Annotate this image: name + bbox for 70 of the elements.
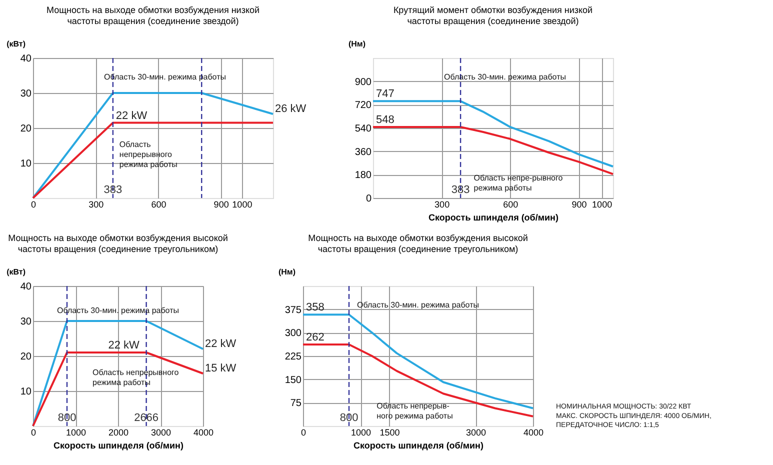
- y-tick-label: 225: [284, 352, 302, 362]
- annotation: Область 30-мин. режима работы: [444, 72, 566, 82]
- y-tick-label: 720: [354, 100, 372, 112]
- ref-line-label: 383: [104, 184, 122, 196]
- y-tick-label: 40: [20, 282, 32, 292]
- line-series: [372, 100, 614, 168]
- line-series: [302, 314, 534, 410]
- annotation: 747: [376, 88, 394, 100]
- y-tick-label: 300: [284, 328, 302, 340]
- annotation: 358: [306, 302, 324, 314]
- ref-line-label: 2666: [134, 412, 159, 424]
- y-tick-label: 900: [354, 76, 372, 88]
- x-tick-label: 3000: [150, 428, 172, 438]
- ref-line-label: 800: [340, 412, 358, 424]
- annotation: 22 kW: [205, 338, 237, 350]
- chart-title: Мощность на выходе обмотки возбуждения высокой частоты вращения (соединение треугольником): [8, 233, 228, 254]
- chart-title: Крутящий момент обмотки возбуждения низкой частоты вращения (соединение звездой): [393, 5, 593, 26]
- x-axis-title: Скорость шпинделя (об/мин): [428, 212, 558, 222]
- annotation: Область непрерыв-ного режима работы: [376, 401, 454, 420]
- y-tick-label: 40: [20, 54, 32, 64]
- chart-title: Мощность на выходе обмотки возбуждения низкой частоты вращения (соединение звездой): [46, 5, 260, 26]
- y-tick-label: 150: [284, 374, 302, 386]
- x-tick-label: 1500: [380, 428, 400, 438]
- x-axis-title: Скорость шпинделя (об/мин): [354, 440, 484, 450]
- annotation: 548: [376, 114, 394, 126]
- annotation: Область 30-мин. режима работы: [357, 300, 480, 310]
- x-tick-label: 600: [151, 200, 166, 210]
- x-tick-label: 2000: [108, 428, 129, 438]
- y-axis-title: (Нм): [348, 40, 366, 48]
- x-tick-label: 3000: [466, 428, 486, 438]
- y-tick-label: 10: [20, 158, 32, 170]
- annotation: Область непрерывного режима работы: [92, 368, 180, 387]
- annotation: 15 kW: [205, 362, 237, 374]
- annotation: Область 30-мин. режима работы: [57, 306, 180, 316]
- y-tick-label: 20: [20, 124, 32, 134]
- x-axis-title: Скорость шпинделя (об/мин): [54, 440, 184, 450]
- ref-line-label: 383: [451, 184, 470, 196]
- annotation: Область непре-рывного режима работы: [474, 173, 564, 192]
- y-tick-label: 360: [354, 146, 372, 158]
- annotation: 262: [306, 331, 324, 344]
- x-tick-label: 4000: [523, 428, 544, 438]
- annotation: Область непрерывного режима работы: [119, 140, 178, 169]
- y-tick-label: 75: [290, 398, 302, 410]
- annotation: 22 kW: [116, 110, 148, 122]
- line-series: [372, 126, 614, 176]
- y-axis-title: (кВт): [6, 40, 26, 48]
- y-tick-label: 375: [284, 304, 302, 316]
- x-tick-label: 1000: [350, 428, 372, 438]
- x-tick-label: 900: [572, 200, 587, 210]
- y-tick-label: 180: [354, 170, 372, 182]
- y-tick-label: 10: [20, 386, 32, 398]
- annotation: 22 kW: [108, 340, 140, 352]
- x-tick-label: 4000: [193, 428, 214, 438]
- y-tick-label: 30: [20, 88, 32, 100]
- y-axis-title: (кВт): [6, 268, 26, 276]
- x-tick-label: 600: [503, 200, 518, 210]
- chart-title: Мощность на выходе обмотки возбуждения высокой частоты вращения (соединение треугольником): [308, 233, 528, 254]
- y-tick-label: 540: [354, 124, 372, 134]
- annotation: Область 30-мин. режима работы: [104, 72, 226, 82]
- x-tick-label: 1000: [592, 200, 612, 210]
- y-tick-label: 30: [20, 316, 32, 328]
- x-tick-label: 1000: [66, 428, 86, 438]
- x-tick-label: 1000: [232, 200, 252, 210]
- x-tick-label: 900: [214, 200, 229, 210]
- x-tick-label: 300: [434, 200, 450, 210]
- y-tick-label: 20: [20, 352, 32, 362]
- ref-line-label: 800: [58, 412, 76, 424]
- y-axis-title: (Нм): [278, 268, 296, 276]
- x-tick-label: 300: [88, 200, 104, 210]
- annotation: 26 kW: [275, 103, 307, 115]
